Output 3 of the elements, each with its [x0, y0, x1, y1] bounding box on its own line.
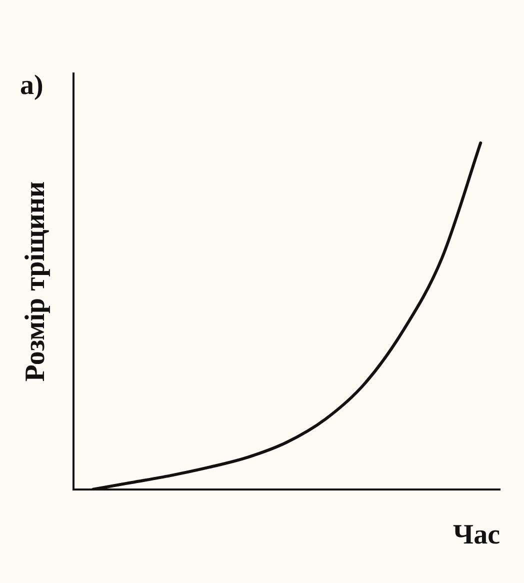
x-axis-title: Час — [453, 519, 500, 550]
chart-title: a) — [20, 70, 44, 102]
y-axis-title: Розмір тріщини — [20, 181, 52, 382]
